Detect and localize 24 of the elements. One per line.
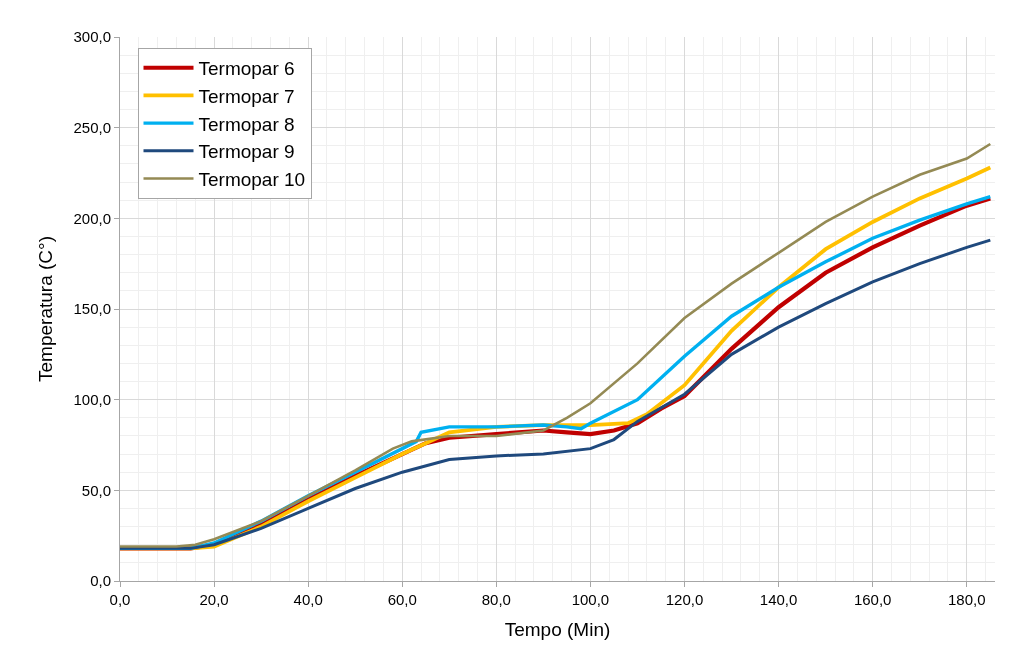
legend-label: Termopar 6 [198, 58, 295, 80]
x-tick-label: 100,0 [571, 591, 610, 608]
x-tick-label: 120,0 [665, 591, 704, 608]
y-tick-label: 100,0 [73, 390, 111, 408]
x-tick-label: 140,0 [759, 591, 798, 608]
x-tick-label: 160,0 [853, 591, 892, 608]
y-tick-label: 250,0 [73, 118, 111, 136]
legend-label: Termopar 10 [198, 168, 306, 190]
y-tick-label: 200,0 [73, 209, 111, 227]
legend-label: Termopar 8 [198, 113, 295, 135]
x-tick-label: 40,0 [293, 591, 323, 608]
x-tick-label: 80,0 [481, 591, 511, 608]
y-tick-label: 300,0 [73, 28, 111, 46]
y-tick-label: 50,0 [81, 481, 111, 499]
legend-label: Termopar 7 [198, 85, 295, 107]
x-axis-title: Tempo (Min) [504, 618, 611, 640]
legend-label: Termopar 9 [198, 141, 295, 163]
y-tick-label: 150,0 [73, 300, 111, 318]
y-axis-title: Temperatura (C°) [35, 236, 57, 382]
x-tick-label: 0,0 [109, 591, 131, 608]
x-tick-label: 180,0 [948, 591, 986, 608]
x-tick-label: 20,0 [199, 591, 229, 608]
y-tick-label: 0,0 [90, 572, 111, 590]
x-tick-label: 60,0 [387, 591, 417, 608]
